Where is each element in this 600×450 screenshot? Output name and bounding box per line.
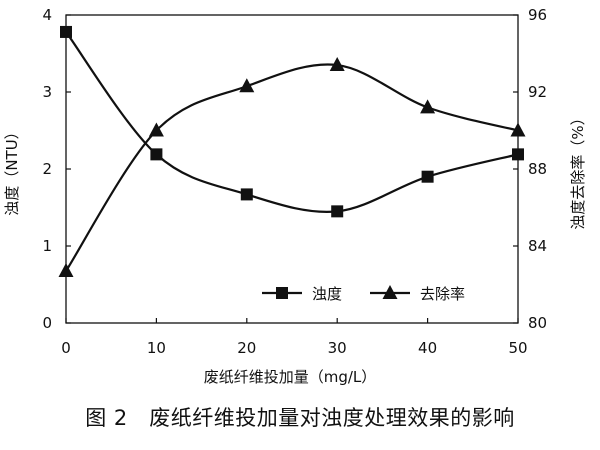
x-tick-label: 0 xyxy=(61,339,71,357)
legend: 浊度 去除率 xyxy=(262,285,465,303)
right-y-tick-label: 96 xyxy=(528,6,547,24)
series-line-triangle xyxy=(65,63,519,272)
x-tick-label: 40 xyxy=(418,339,437,357)
data-point-square xyxy=(150,148,163,161)
right-y-tick-label: 80 xyxy=(528,314,547,332)
data-point-square xyxy=(60,25,72,38)
x-tick-label: 30 xyxy=(328,339,347,357)
series xyxy=(58,25,526,278)
data-point-square xyxy=(331,205,344,218)
axes xyxy=(65,14,519,324)
left-y-tick-label: 0 xyxy=(42,314,52,332)
legend-label-square: 浊度 xyxy=(312,285,342,303)
data-point-triangle xyxy=(510,122,526,137)
x-tick-label: 10 xyxy=(147,339,166,357)
plot-frame xyxy=(65,14,519,324)
data-point-square xyxy=(421,170,434,183)
data-point-triangle xyxy=(58,263,74,278)
series-line-square xyxy=(65,31,519,213)
legend-marker-triangle xyxy=(382,285,398,299)
left-y-tick-label: 4 xyxy=(42,6,52,24)
right-y-axis-label: 浊度去除率（%） xyxy=(569,110,587,229)
data-point-square xyxy=(240,188,253,201)
figure-caption: 图 2 废纸纤维投加量对浊度处理效果的影响 xyxy=(85,406,515,430)
data-point-square xyxy=(512,148,524,161)
right-y-tick-label: 84 xyxy=(528,237,547,255)
left-y-tick-label: 1 xyxy=(42,237,52,255)
ticks: 0 10 20 30 40 50 0 1 2 3 4 80 84 88 92 96 xyxy=(42,6,547,357)
left-y-tick-label: 2 xyxy=(42,160,52,178)
data-point-triangle xyxy=(420,99,436,114)
x-tick-label: 50 xyxy=(508,339,527,357)
x-axis-label: 废纸纤维投加量（mg/L） xyxy=(204,368,377,386)
right-y-tick-label: 92 xyxy=(528,83,547,101)
series-triangle xyxy=(58,57,526,278)
legend-marker-square xyxy=(276,287,288,299)
series-square xyxy=(60,25,524,218)
data-point-triangle xyxy=(239,78,255,93)
data-point-triangle xyxy=(329,57,345,72)
legend-label-triangle: 去除率 xyxy=(420,285,465,303)
right-y-tick-label: 88 xyxy=(528,160,547,178)
x-tick-label: 20 xyxy=(237,339,256,357)
data-point-triangle xyxy=(148,122,164,137)
dual-axis-line-chart: 0 10 20 30 40 50 0 1 2 3 4 80 84 88 92 96 浊度 去除率 废纸纤维投加量… xyxy=(3,6,587,386)
left-y-axis-label: 浊度（NTU） xyxy=(3,124,21,215)
left-y-tick-label: 3 xyxy=(42,83,52,101)
